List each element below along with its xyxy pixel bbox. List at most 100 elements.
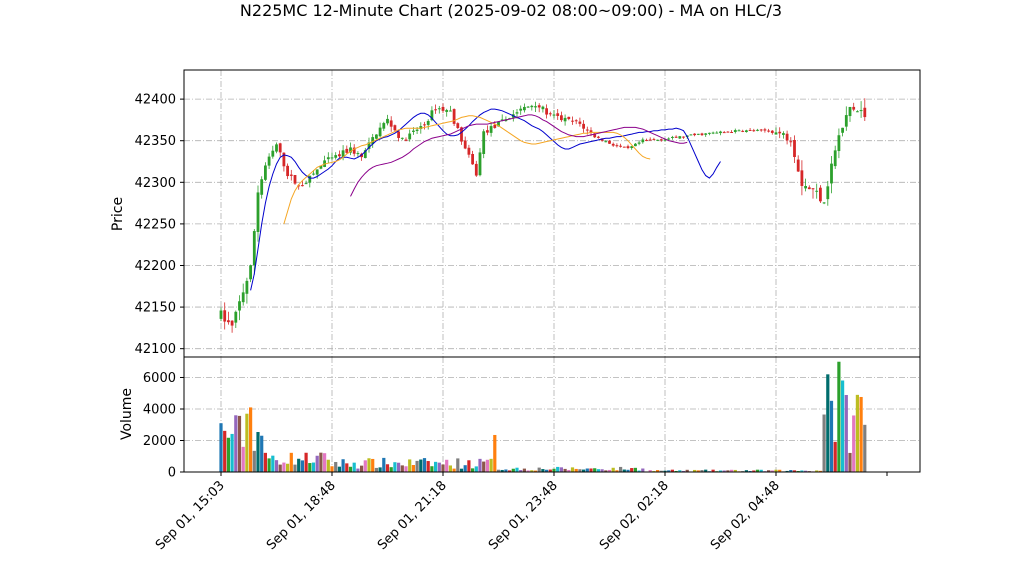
candle-body — [449, 110, 452, 112]
candle — [774, 127, 778, 135]
volume-bar — [448, 465, 452, 472]
volume-bar — [596, 469, 600, 472]
candle-body — [278, 143, 282, 153]
candle-body — [400, 137, 404, 139]
candle — [863, 98, 867, 121]
candle — [264, 162, 267, 182]
volume-bar — [311, 462, 316, 472]
volume-bar — [271, 455, 275, 472]
candle — [456, 122, 460, 130]
candle — [574, 119, 578, 125]
candle-body — [386, 118, 389, 124]
candle-body — [856, 111, 859, 113]
volume-bar — [545, 469, 549, 472]
volume-bar — [419, 459, 423, 472]
candle — [648, 137, 652, 141]
candle-body — [393, 125, 397, 131]
candle — [645, 138, 648, 142]
candle — [227, 311, 230, 325]
candle-body — [541, 106, 545, 110]
candle-body — [426, 120, 430, 125]
price-frame — [183, 69, 921, 358]
volume-bar — [415, 460, 419, 472]
candle — [519, 105, 523, 115]
candle-body — [234, 311, 238, 323]
volume-bar — [485, 459, 489, 472]
candle — [696, 133, 700, 136]
candle — [667, 137, 671, 141]
candle-body — [604, 141, 608, 143]
candle — [323, 155, 326, 168]
candle-body — [641, 139, 645, 143]
candle — [445, 108, 449, 117]
candle-body — [785, 133, 789, 141]
candle-body — [434, 109, 437, 111]
volume-bar — [334, 461, 338, 472]
candle — [230, 320, 234, 333]
volume-bar — [659, 470, 663, 472]
candle-body — [645, 139, 648, 141]
volume-bar — [323, 453, 327, 472]
candle — [733, 128, 737, 134]
candle-body — [345, 148, 349, 153]
candle — [730, 130, 733, 133]
candle — [534, 101, 537, 112]
candle-body — [315, 169, 319, 175]
candle-body — [375, 134, 378, 139]
candle-body — [456, 123, 460, 128]
volume-bar — [770, 470, 774, 472]
volume-bar — [467, 460, 471, 472]
candle-body — [634, 143, 637, 147]
candle-body — [711, 132, 715, 134]
candle-body — [737, 130, 741, 132]
volume-bar — [385, 464, 390, 472]
candle-body — [382, 123, 386, 129]
candle-body — [722, 132, 726, 134]
candle — [752, 128, 756, 132]
volume-bar — [504, 469, 508, 472]
volume-bar — [607, 469, 612, 472]
candle-body — [408, 133, 412, 140]
candle — [641, 137, 645, 144]
volume-bar — [841, 380, 845, 472]
candle — [289, 169, 293, 181]
volume-bar — [252, 450, 256, 472]
candle — [500, 114, 504, 122]
volume-bar — [337, 466, 341, 472]
volume-bar — [663, 470, 667, 472]
candle-body — [500, 119, 504, 121]
candle — [234, 310, 238, 329]
candle-body — [578, 121, 582, 124]
volume-bar — [297, 458, 301, 472]
volume-bar — [611, 467, 615, 472]
volume-bar — [633, 467, 637, 472]
x-tick-label: Sep 02, 04:48 — [708, 478, 783, 553]
volume-bar — [829, 400, 834, 472]
candle-body — [782, 133, 785, 135]
volume-bar — [267, 458, 271, 472]
x-tick-label: Sep 01, 21:18 — [375, 478, 450, 553]
volume-bar — [378, 467, 382, 472]
volume-bar — [237, 415, 242, 472]
candle — [523, 103, 526, 113]
volume-bar — [678, 470, 682, 472]
candle-body — [733, 130, 737, 132]
candle — [363, 147, 367, 159]
candle-body — [356, 153, 360, 155]
volume-tick-label: 0 — [168, 466, 176, 481]
candle-body — [826, 186, 830, 200]
candle — [804, 178, 807, 192]
candle-body — [682, 136, 685, 138]
volume-bar — [733, 469, 737, 472]
candle-body — [652, 139, 656, 141]
candle — [474, 160, 478, 177]
volume-bar — [260, 435, 264, 472]
candle-body — [430, 110, 434, 121]
volume-bar — [367, 458, 371, 472]
volume-bar — [548, 469, 552, 472]
candle — [356, 151, 360, 158]
candle-body — [822, 202, 826, 204]
candle-body — [556, 113, 560, 116]
candle — [541, 105, 545, 113]
volume-bar — [604, 470, 608, 472]
